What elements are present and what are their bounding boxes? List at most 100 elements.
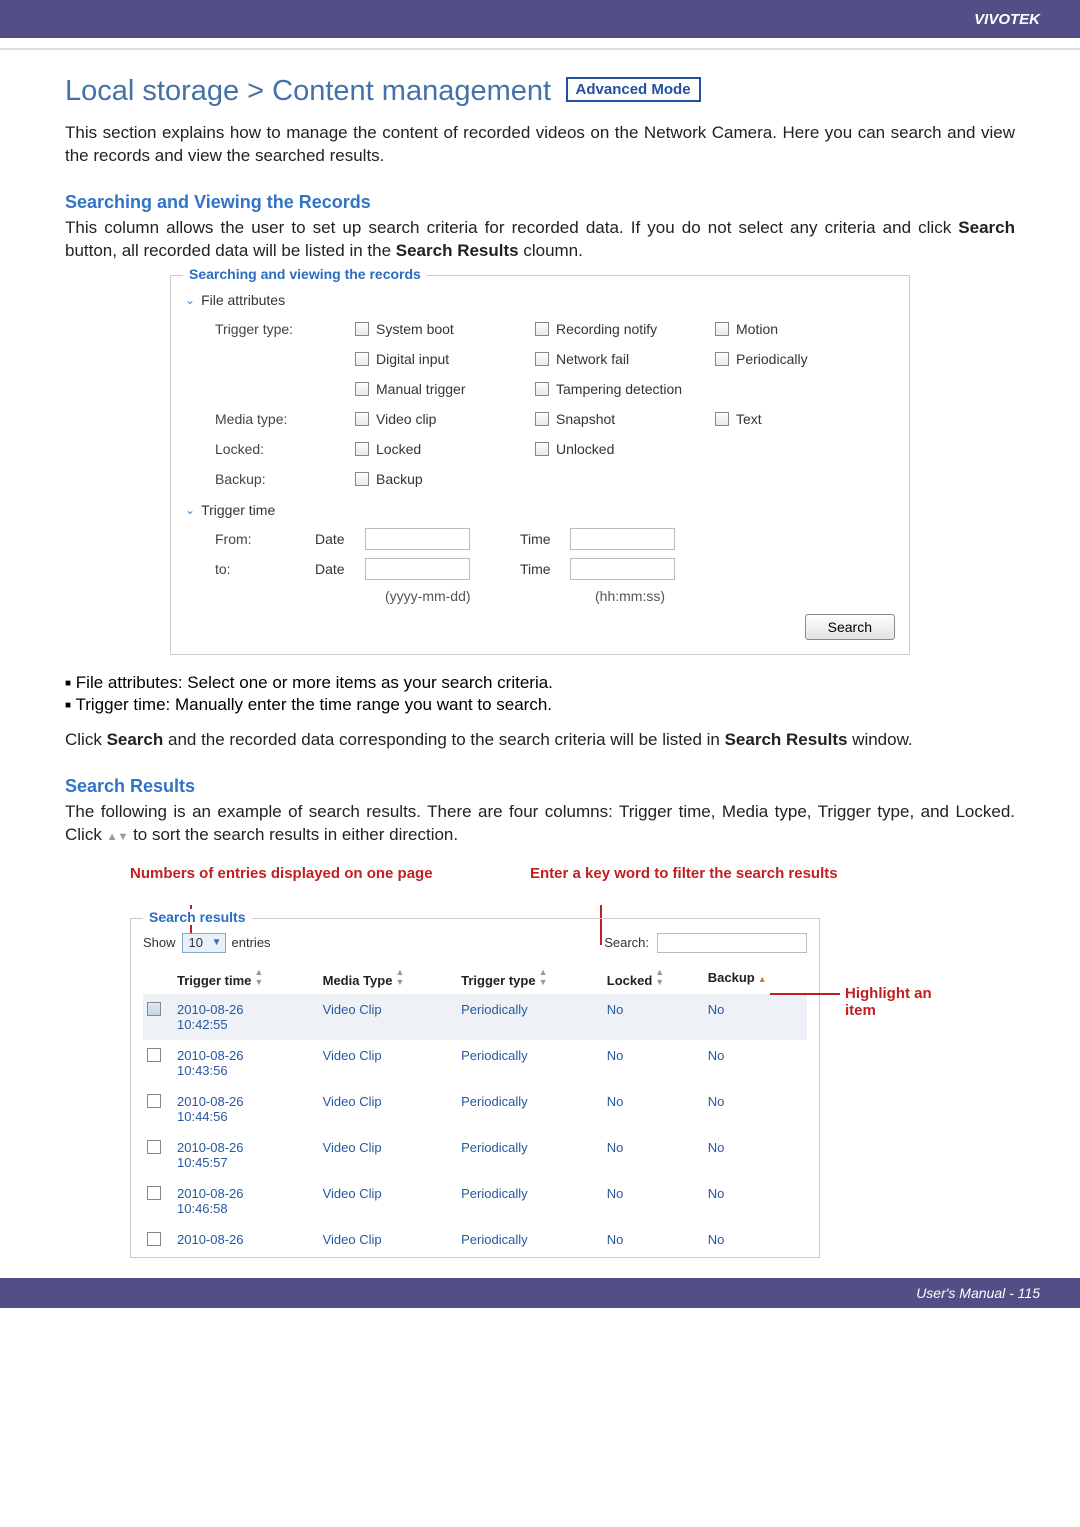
motion-checkbox[interactable]: [715, 322, 729, 336]
text-checkbox[interactable]: [715, 412, 729, 426]
show-label: Show: [143, 935, 176, 950]
manual-trigger-checkbox[interactable]: [355, 382, 369, 396]
bullet-2: Trigger time: Manually enter the time ra…: [75, 695, 552, 714]
results-panel: Search results Show 10▼ entries Search: …: [130, 918, 820, 1258]
system-boot-checkbox[interactable]: [355, 322, 369, 336]
col-trigger-type[interactable]: Trigger type▲▼: [457, 961, 603, 994]
row-checkbox[interactable]: [147, 1186, 161, 1200]
recording-notify-text: Recording notify: [556, 321, 657, 337]
video-clip-text: Video clip: [376, 411, 436, 427]
cell-media-type: Video Clip: [319, 1178, 458, 1224]
bullet-1: File attributes: Select one or more item…: [76, 673, 553, 692]
table-row[interactable]: 2010-08-2610:43:56Video ClipPeriodically…: [143, 1040, 807, 1086]
cell-trigger-time: 2010-08-2610:46:58: [173, 1178, 319, 1224]
from-time-input[interactable]: [570, 528, 675, 550]
recording-notify-checkbox[interactable]: [535, 322, 549, 336]
cell-locked: No: [603, 1040, 704, 1086]
trigger-time-expander[interactable]: ⌄ Trigger time: [185, 502, 895, 518]
cell-trigger-time: 2010-08-2610:43:56: [173, 1040, 319, 1086]
annotation-filter: Enter a key word to filter the search re…: [530, 865, 840, 882]
footer: User's Manual - 115: [0, 1278, 1080, 1308]
cell-backup: No: [704, 1086, 807, 1132]
cell-locked: No: [603, 1086, 704, 1132]
results-wrap: Numbers of entries displayed on one page…: [130, 865, 950, 1258]
locked-text: Locked: [376, 441, 421, 457]
row-checkbox[interactable]: [147, 1232, 161, 1246]
unlocked-checkbox[interactable]: [535, 442, 549, 456]
col-locked[interactable]: Locked▲▼: [603, 961, 704, 994]
brand: VIVOTEK: [974, 11, 1040, 28]
date-format-hint: (yyyy-mm-dd): [385, 588, 595, 604]
backup-text: Backup: [376, 471, 423, 487]
cell-trigger-type: Periodically: [457, 1178, 603, 1224]
header-bar: VIVOTEK: [0, 0, 1080, 38]
text-text: Text: [736, 411, 762, 427]
col-media-type[interactable]: Media Type▲▼: [319, 961, 458, 994]
trigger-time-grid: From: Date Time to: Date Time (yyyy-mm-d…: [185, 524, 895, 604]
manual-trigger-text: Manual trigger: [376, 381, 466, 397]
file-attr-grid: Trigger type: System boot Recording noti…: [185, 314, 895, 494]
row-checkbox[interactable]: [147, 1048, 161, 1062]
from-label: From:: [215, 531, 315, 547]
row-checkbox[interactable]: [147, 1140, 161, 1154]
time-label-to: Time: [520, 561, 570, 577]
annotation-line: [770, 993, 840, 995]
search-input[interactable]: [657, 933, 807, 953]
annotation-entries: Numbers of entries displayed on one page: [130, 865, 470, 882]
file-attributes-expander[interactable]: ⌄ File attributes: [185, 292, 895, 308]
backup-label: Backup:: [215, 471, 355, 487]
trigger-type-label: Trigger type:: [215, 321, 355, 337]
results-panel-legend: Search results: [143, 909, 252, 925]
periodically-checkbox[interactable]: [715, 352, 729, 366]
network-fail-text: Network fail: [556, 351, 629, 367]
tampering-checkbox[interactable]: [535, 382, 549, 396]
chevron-down-icon: ⌄: [185, 503, 195, 517]
motion-text: Motion: [736, 321, 778, 337]
cell-locked: No: [603, 994, 704, 1040]
col-backup[interactable]: Backup▲: [704, 961, 807, 994]
digital-input-text: Digital input: [376, 351, 449, 367]
section-searching-text: This column allows the user to set up se…: [65, 217, 1015, 263]
tampering-text: Tampering detection: [556, 381, 682, 397]
table-row[interactable]: 2010-08-2610:45:57Video ClipPeriodically…: [143, 1132, 807, 1178]
intro-text: This section explains how to manage the …: [65, 122, 1015, 168]
snapshot-text: Snapshot: [556, 411, 615, 427]
video-clip-checkbox[interactable]: [355, 412, 369, 426]
cell-locked: No: [603, 1224, 704, 1257]
cell-trigger-type: Periodically: [457, 1224, 603, 1257]
annotation-highlight: Highlight an item: [845, 985, 950, 1019]
snapshot-checkbox[interactable]: [535, 412, 549, 426]
col-trigger-time[interactable]: Trigger time▲▼: [173, 961, 319, 994]
periodically-text: Periodically: [736, 351, 808, 367]
row-checkbox[interactable]: [147, 1094, 161, 1108]
cell-backup: No: [704, 994, 807, 1040]
trigger-time-label: Trigger time: [201, 502, 275, 518]
search-button[interactable]: Search: [805, 614, 895, 640]
footer-text: User's Manual - 115: [916, 1285, 1040, 1301]
table-row[interactable]: 2010-08-2610:44:56Video ClipPeriodically…: [143, 1086, 807, 1132]
locked-checkbox[interactable]: [355, 442, 369, 456]
cell-media-type: Video Clip: [319, 1086, 458, 1132]
page-content: Local storage > Content management Advan…: [0, 50, 1080, 1278]
table-row[interactable]: 2010-08-26Video ClipPeriodicallyNoNo: [143, 1224, 807, 1257]
time-format-hint: (hh:mm:ss): [595, 588, 665, 604]
cell-locked: No: [603, 1132, 704, 1178]
square-bullet-icon: ■: [65, 700, 71, 711]
table-row[interactable]: 2010-08-2610:46:58Video ClipPeriodically…: [143, 1178, 807, 1224]
square-bullet-icon: ■: [65, 678, 71, 689]
to-date-input[interactable]: [365, 558, 470, 580]
digital-input-checkbox[interactable]: [355, 352, 369, 366]
section-searching-text2: Click Search and the recorded data corre…: [65, 729, 1015, 752]
table-row[interactable]: 2010-08-2610:42:55Video ClipPeriodically…: [143, 994, 807, 1040]
network-fail-checkbox[interactable]: [535, 352, 549, 366]
row-checkbox[interactable]: [147, 1002, 161, 1016]
section-results-heading: Search Results: [65, 776, 1015, 797]
to-time-input[interactable]: [570, 558, 675, 580]
cell-backup: No: [704, 1132, 807, 1178]
entries-select[interactable]: 10▼: [182, 933, 226, 953]
backup-checkbox[interactable]: [355, 472, 369, 486]
from-date-input[interactable]: [365, 528, 470, 550]
cell-backup: No: [704, 1040, 807, 1086]
cell-media-type: Video Clip: [319, 1132, 458, 1178]
chevron-down-icon: ⌄: [185, 293, 195, 307]
